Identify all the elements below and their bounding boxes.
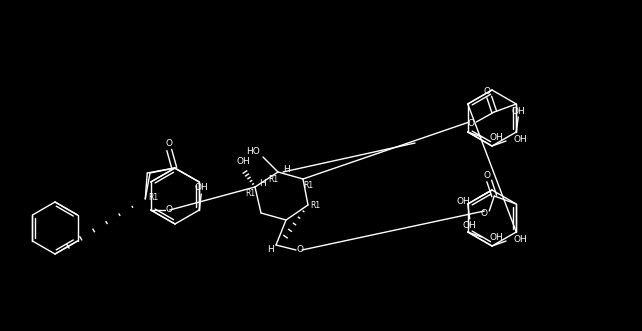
Text: OH: OH [514,134,528,144]
Text: R1: R1 [310,201,320,210]
Text: OH: OH [236,158,250,166]
Text: O: O [481,209,488,217]
Text: OH: OH [490,132,503,141]
Text: OH: OH [514,234,528,244]
Text: OH: OH [195,183,208,193]
Text: OH: OH [456,198,470,207]
Text: O: O [468,119,474,128]
Text: OH: OH [490,232,503,242]
Text: R1: R1 [245,190,255,199]
Text: R1: R1 [268,174,278,183]
Text: H: H [282,165,290,173]
Text: OH: OH [512,107,525,116]
Text: O: O [165,206,172,214]
Text: O: O [484,86,490,96]
Text: O: O [484,170,490,179]
Text: H: H [259,179,266,188]
Text: R1: R1 [148,193,159,202]
Text: O: O [166,138,173,148]
Text: R1: R1 [303,181,313,191]
Text: HO: HO [246,148,260,157]
Text: H: H [268,246,274,255]
Text: OH: OH [463,221,476,230]
Text: O: O [297,246,304,255]
